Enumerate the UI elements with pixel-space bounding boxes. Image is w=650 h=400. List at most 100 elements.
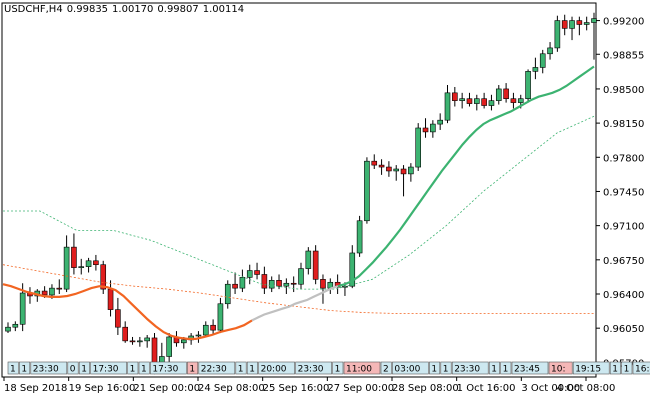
bear-candle: [71, 246, 77, 268]
symbol-header: USDCHF,H4 0.99835 1.00170 0.99807 1.00114: [4, 4, 248, 16]
event-label-text: 1: [503, 365, 509, 375]
event-label-box: [500, 361, 512, 375]
event-label-box: [609, 361, 621, 375]
event-label-box: [621, 361, 633, 375]
bull-candle: [19, 292, 26, 325]
event-label-text: 1: [249, 365, 255, 375]
bear-candle: [254, 270, 260, 275]
event-label-box: [380, 361, 392, 375]
moving-average-neutral-segment: [251, 285, 339, 322]
bear-candle: [561, 20, 568, 29]
event-label-box: [187, 361, 199, 375]
event-label-text: 17:30: [152, 365, 178, 375]
event-label-text: 1: [81, 365, 87, 375]
bull-candle: [408, 166, 414, 175]
x-tick-label: 4 Oct 08:00: [557, 383, 616, 394]
event-label-text: 1: [335, 365, 341, 375]
event-label-text: 10:: [551, 365, 565, 375]
bear-candle: [93, 260, 99, 266]
bull-candle: [202, 324, 209, 336]
bear-candle: [276, 280, 282, 287]
bear-candle: [312, 250, 319, 280]
bull-candle: [305, 250, 312, 269]
event-label-box: [440, 361, 452, 375]
bear-candle: [151, 337, 158, 366]
event-label-text: 1: [21, 365, 27, 375]
bull-candle: [393, 168, 400, 172]
x-tick-label: 21 Sep 00:00: [133, 383, 200, 394]
symbol-label: USDCHF,H4: [4, 4, 63, 15]
event-label-box: [332, 361, 344, 375]
bull-candle: [495, 88, 502, 101]
low-value: 0.99807: [157, 4, 199, 15]
event-label-text: 1: [431, 365, 437, 375]
bull-candle: [181, 339, 187, 344]
event-label-box: [78, 361, 90, 375]
bear-candle: [115, 309, 121, 328]
x-tick-label: 25 Sep 16:00: [263, 383, 330, 394]
event-label-box: [7, 361, 19, 375]
close-value: 1.00114: [202, 4, 245, 15]
x-tick-label: 19 Sep 16:00: [69, 383, 136, 394]
event-label-text: 2: [383, 365, 389, 375]
bear-candle: [320, 279, 326, 289]
event-label-box: [127, 361, 139, 375]
y-tick-label: 0.98855: [603, 50, 644, 61]
bull-candle: [217, 303, 224, 331]
bear-candle: [386, 166, 392, 172]
event-label-text: 1: [624, 365, 630, 375]
bear-candle: [481, 98, 487, 106]
event-label-text: 0: [70, 365, 76, 375]
x-tick-label: 1 Oct 16:00: [457, 383, 516, 394]
bear-candle: [129, 340, 136, 343]
bull-candle: [268, 280, 275, 289]
bull-candle: [78, 266, 85, 268]
bull-candle: [517, 98, 524, 103]
bear-candle: [400, 168, 407, 175]
event-label-box: [429, 361, 441, 375]
bull-candle: [415, 127, 422, 168]
event-label-text: 23:30: [298, 365, 324, 375]
bull-candle: [137, 340, 143, 343]
bull-candle: [569, 20, 575, 29]
bull-candle: [583, 22, 590, 25]
plot-frame: [1, 2, 597, 378]
bear-candle: [107, 288, 114, 310]
bear-candle: [56, 287, 63, 290]
y-tick-label: 0.96750: [603, 256, 644, 267]
bull-candle: [298, 268, 304, 285]
event-label-text: 23:30: [33, 365, 59, 375]
bull-candle: [444, 92, 451, 121]
bear-candle: [122, 326, 128, 342]
bear-candle: [232, 283, 238, 289]
x-tick-label: 24 Sep 08:00: [198, 383, 265, 394]
bull-candle: [166, 336, 172, 357]
event-label-text: 1: [189, 365, 195, 375]
event-label-text: 23:30: [454, 365, 480, 375]
y-tick-label: 0.96400: [603, 290, 644, 301]
bull-candle: [356, 220, 363, 254]
event-label-text: 11:00: [346, 365, 372, 375]
event-label-text: 1: [238, 365, 244, 375]
event-label-box: [632, 361, 650, 375]
event-label-box: [392, 361, 429, 375]
event-label-text: 1: [612, 365, 618, 375]
event-label-box: [343, 361, 381, 375]
x-tick-label: 27 Sep 00:00: [327, 383, 394, 394]
envelope-upper-line: [3, 115, 595, 290]
bear-candle: [378, 164, 385, 168]
bear-candle: [576, 20, 583, 25]
bull-candle: [144, 337, 150, 342]
bear-candle: [452, 92, 458, 101]
y-tick-label: 0.96050: [603, 324, 644, 335]
event-label-box: [548, 361, 573, 375]
bull-candle: [239, 277, 246, 289]
event-label-box: [90, 361, 127, 375]
bull-candle: [224, 283, 231, 305]
bull-candle: [349, 252, 356, 287]
bull-candle: [488, 100, 495, 106]
bull-candle: [49, 287, 55, 296]
bull-candle: [547, 47, 553, 55]
bull-candle: [85, 260, 92, 267]
